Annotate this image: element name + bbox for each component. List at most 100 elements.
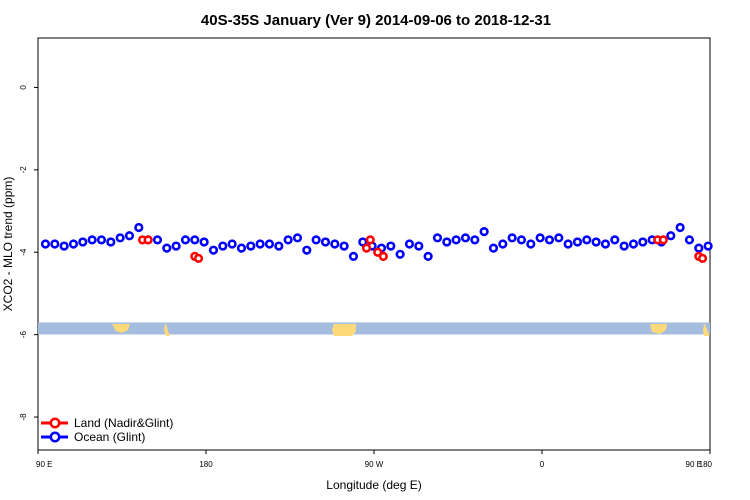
ocean-point-0 xyxy=(40,239,51,249)
land-blobs xyxy=(112,324,710,336)
ocean-point-37 xyxy=(386,241,396,251)
x-tick-label-2: 90 W xyxy=(365,460,384,469)
legend: Land (Nadir&Glint) Ocean (Glint) xyxy=(41,416,173,444)
ocean-point-27 xyxy=(292,233,303,243)
ocean-point-13 xyxy=(162,243,172,253)
ocean-point-69 xyxy=(684,235,695,245)
ocean-point-16 xyxy=(190,235,200,245)
ocean-point-39 xyxy=(404,239,415,249)
y-tick-label-3: -6 xyxy=(19,331,28,339)
ocean-point-67 xyxy=(666,231,676,241)
ocean-point-53 xyxy=(535,233,545,243)
ocean-point-20 xyxy=(227,239,237,249)
ocean-point-42 xyxy=(432,233,443,243)
ocean-point-24 xyxy=(264,239,275,249)
legend-label-ocean: Ocean (Glint) xyxy=(74,430,145,444)
ocean-point-6 xyxy=(96,235,107,245)
ocean-point-51 xyxy=(516,235,527,245)
legend-label-land: Land (Nadir&Glint) xyxy=(74,416,173,430)
ocean-point-52 xyxy=(526,239,536,249)
ocean-point-43 xyxy=(442,237,452,247)
land-point-6 xyxy=(373,247,383,257)
ocean-point-4 xyxy=(78,237,88,247)
ocean-point-23 xyxy=(255,239,265,249)
ocean-point-18 xyxy=(208,245,219,255)
ocean-point-47 xyxy=(479,227,489,237)
ocean-point-26 xyxy=(283,235,293,245)
x-tick-label-right-0: 180 xyxy=(699,460,713,469)
ocean-point-54 xyxy=(544,235,555,245)
ocean-point-49 xyxy=(498,239,508,249)
ocean-point-60 xyxy=(600,239,611,249)
ocean-point-28 xyxy=(302,245,312,255)
longitude-band xyxy=(38,322,710,335)
ocean-point-63 xyxy=(628,239,639,249)
x-axis-label: Longitude (deg E) xyxy=(326,478,421,492)
ocean-point-22 xyxy=(246,241,256,251)
ocean-point-25 xyxy=(274,241,284,251)
ocean-point-32 xyxy=(339,241,349,251)
ocean-point-29 xyxy=(311,235,321,245)
x-tick-label-0: 90 E xyxy=(36,460,52,469)
ocean-point-40 xyxy=(414,241,424,251)
ocean-point-12 xyxy=(152,235,163,245)
data-points xyxy=(40,222,713,264)
legend-marker-ocean xyxy=(49,431,61,443)
ocean-point-61 xyxy=(610,235,620,245)
y-tick-label-2: -4 xyxy=(19,248,28,256)
x-tick-label-3: 0 xyxy=(540,460,545,469)
ocean-point-41 xyxy=(423,251,433,261)
ocean-point-2 xyxy=(59,241,69,251)
ocean-point-58 xyxy=(582,235,592,245)
land-blob-africa-west xyxy=(650,324,667,334)
ocean-point-55 xyxy=(554,233,564,243)
ocean-point-33 xyxy=(348,251,359,261)
ocean-point-62 xyxy=(619,241,629,251)
ocean-point-31 xyxy=(330,239,340,249)
ocean-point-7 xyxy=(106,237,116,247)
legend-marker-land xyxy=(49,417,61,429)
land-blob-new-zealand xyxy=(164,324,170,336)
land-point-4 xyxy=(361,243,372,253)
ocean-point-17 xyxy=(199,237,209,247)
ocean-point-57 xyxy=(572,237,583,247)
y-axis: 0 -2 -4 -6 -8 xyxy=(19,85,38,421)
land-point-5 xyxy=(365,235,375,245)
ocean-point-64 xyxy=(638,237,648,247)
ocean-point-44 xyxy=(451,235,461,245)
x-tick-label-1: 180 xyxy=(199,460,213,469)
land-point-3 xyxy=(193,253,204,264)
y-tick-label-1: -2 xyxy=(19,166,28,174)
ocean-point-68 xyxy=(675,222,685,233)
ocean-point-46 xyxy=(470,235,480,245)
land-point-11 xyxy=(697,253,708,264)
ocean-point-70 xyxy=(694,243,704,253)
land-blob-africa-east xyxy=(703,324,710,336)
ocean-point-45 xyxy=(460,233,471,243)
ocean-point-50 xyxy=(507,233,517,243)
land-blob-australia xyxy=(112,324,130,333)
ocean-point-8 xyxy=(115,233,125,243)
ocean-point-9 xyxy=(124,231,135,241)
ocean-point-38 xyxy=(395,249,405,259)
ocean-point-34 xyxy=(358,237,368,247)
land-point-7 xyxy=(378,251,388,261)
ocean-point-71 xyxy=(703,241,713,251)
chart-title: 40S-35S January (Ver 9) 2014-09-06 to 20… xyxy=(201,12,551,29)
ocean-point-3 xyxy=(68,239,79,249)
ocean-point-15 xyxy=(180,235,191,245)
ocean-point-59 xyxy=(591,237,601,247)
x-tick-label-4: 90 E xyxy=(686,460,702,469)
ocean-point-1 xyxy=(50,239,60,249)
ocean-point-19 xyxy=(218,241,228,251)
ocean-point-14 xyxy=(171,241,181,251)
ocean-point-21 xyxy=(236,243,247,253)
ocean-point-48 xyxy=(488,243,499,253)
ocean-point-56 xyxy=(563,239,573,249)
ocean-point-10 xyxy=(134,222,144,233)
land-point-9 xyxy=(658,235,668,245)
y-axis-label: XCO2 - MLO trend (ppm) xyxy=(1,177,15,312)
land-blob-south-america xyxy=(332,324,356,336)
